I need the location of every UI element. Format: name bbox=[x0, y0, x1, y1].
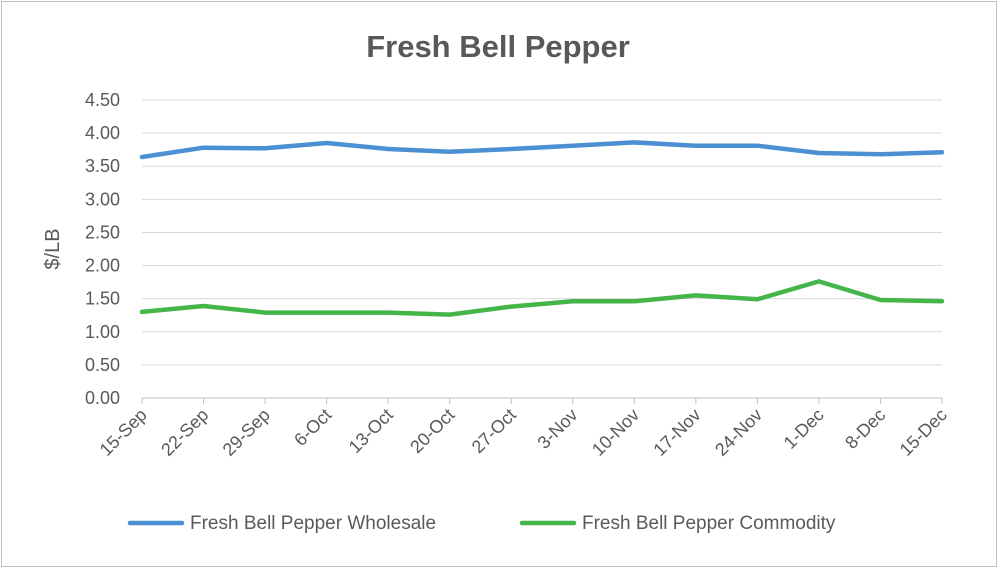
y-tick-label: 0.50 bbox=[85, 355, 120, 375]
y-tick-label: 1.00 bbox=[85, 322, 120, 342]
series-lines bbox=[139, 140, 945, 317]
x-axis: 15-Sep 22-Sep 29-Sep 6-Oct 13-Oct 20-Oct 27-Oc… bbox=[96, 397, 951, 460]
x-tick-label: 20-Oct bbox=[406, 405, 458, 457]
y-tick-label: 3.50 bbox=[85, 156, 120, 176]
y-tick-label: 4.00 bbox=[85, 123, 120, 143]
x-tick-label: 22-Sep bbox=[157, 405, 212, 460]
legend-label: Fresh Bell Pepper Commodity bbox=[582, 513, 836, 534]
x-tick-label: 8-Dec bbox=[841, 405, 889, 453]
legend: Fresh Bell Pepper Wholesale Fresh Bell Pe… bbox=[127, 513, 836, 534]
x-tick-label: 13-Oct bbox=[345, 405, 397, 457]
x-tick-label: 24-Nov bbox=[711, 405, 766, 460]
x-tick-label: 27-Oct bbox=[468, 405, 520, 457]
y-axis-label: $/LB bbox=[42, 228, 64, 269]
series-line bbox=[139, 140, 945, 160]
y-axis-ticks: 0.00 0.50 1.00 1.50 2.00 2.50 3.00 3.50 4.00 4.50 bbox=[85, 90, 120, 408]
x-tick-label: 29-Sep bbox=[219, 405, 274, 460]
y-tick-label: 2.50 bbox=[85, 222, 120, 242]
series-line bbox=[139, 279, 945, 317]
x-tick-label: 6-Oct bbox=[290, 405, 335, 450]
gridlines bbox=[142, 99, 942, 366]
y-tick-label: 4.50 bbox=[85, 90, 120, 110]
chart-title: Fresh Bell Pepper bbox=[366, 29, 630, 64]
legend-label: Fresh Bell Pepper Wholesale bbox=[190, 513, 436, 534]
x-tick-label: 10-Nov bbox=[588, 405, 643, 460]
y-tick-label: 0.00 bbox=[85, 388, 120, 408]
x-tick-label: 15-Dec bbox=[896, 405, 951, 460]
x-tick-label: 1-Dec bbox=[780, 405, 828, 453]
x-tick-label: 15-Sep bbox=[96, 405, 151, 460]
y-tick-label: 2.00 bbox=[85, 256, 120, 276]
x-tick-label: 17-Nov bbox=[649, 405, 704, 460]
y-tick-label: 3.00 bbox=[85, 189, 120, 209]
x-tick-label: 3-Nov bbox=[534, 405, 582, 453]
y-tick-label: 1.50 bbox=[85, 289, 120, 309]
